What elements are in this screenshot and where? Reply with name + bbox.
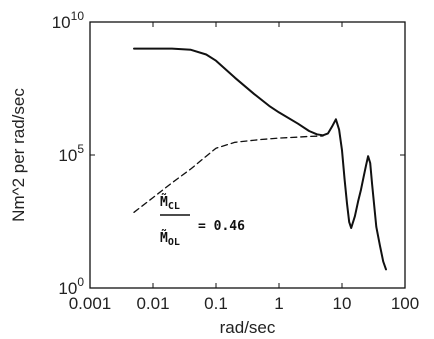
solid-series-line bbox=[133, 47, 387, 271]
ratio-annotation: M̃CL M̃OL = 0.46 bbox=[160, 194, 245, 248]
x-tick-label: 1 bbox=[274, 294, 283, 313]
x-axis-title: rad/sec bbox=[220, 318, 276, 337]
y-tick-label-exponent: 5 bbox=[77, 142, 84, 156]
y-tick-label-exponent: 0 bbox=[77, 275, 84, 289]
x-tick-label: 100 bbox=[391, 294, 419, 313]
annotation-denominator-subscript: OL bbox=[168, 237, 180, 248]
plot-frame bbox=[89, 21, 406, 289]
annotation-denominator-symbol: M̃ bbox=[160, 230, 168, 246]
y-tick-label-base: 10 bbox=[58, 146, 77, 165]
annotation-denominator: M̃OL bbox=[160, 230, 180, 248]
y-tick-label: 105 bbox=[58, 142, 84, 165]
annotation-value: = 0.46 bbox=[198, 219, 245, 234]
x-tick-label: 0.1 bbox=[204, 294, 228, 313]
dashed-series-line bbox=[133, 135, 324, 213]
y-tick-label-exponent: 10 bbox=[71, 9, 85, 23]
x-tick-label: 10 bbox=[333, 294, 352, 313]
y-tick-label: 100 bbox=[58, 275, 84, 298]
annotation-numerator-subscript: CL bbox=[168, 201, 180, 212]
annotation-numerator-symbol: M̃ bbox=[160, 194, 168, 210]
y-tick-label: 1010 bbox=[52, 9, 85, 32]
y-tick-label-base: 10 bbox=[58, 279, 77, 298]
y-axis-title: Nm^2 per rad/sec bbox=[9, 88, 28, 222]
plot-border bbox=[89, 21, 406, 289]
x-axis: 0.001 0.01 0.1 1 10 100 bbox=[69, 22, 419, 313]
annotation-numerator: M̃CL bbox=[160, 194, 180, 212]
series-layer bbox=[133, 47, 387, 271]
x-tick-label: 0.01 bbox=[136, 294, 169, 313]
y-tick-label-base: 10 bbox=[52, 13, 71, 32]
x-tick-label: 0.001 bbox=[69, 294, 112, 313]
